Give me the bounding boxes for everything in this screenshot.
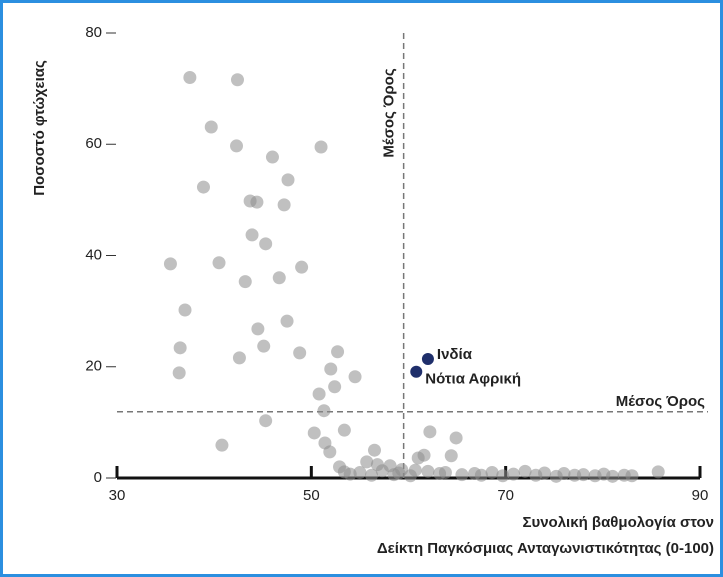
point [360,455,374,469]
point [314,140,328,154]
point-label: Νότια Αφρική [425,371,521,388]
mean-label: Μέσος Όρος [381,68,398,157]
point [353,465,367,479]
point [518,464,532,478]
point [277,198,291,212]
point [230,139,244,153]
point [506,467,520,481]
point [444,449,458,463]
point [625,469,639,483]
point [365,468,379,482]
point [324,362,338,376]
point [403,469,417,483]
point [455,468,469,482]
point-label: Ινδία [437,346,473,363]
point [293,346,307,360]
point [392,466,406,480]
point [259,237,273,251]
x-axis-title: Συνολική βαθμολογία στον [522,514,714,531]
point [212,256,226,270]
point [538,466,552,480]
point [307,426,321,440]
point [238,275,252,289]
point [257,339,271,353]
point [272,271,286,285]
point [423,425,437,439]
point [196,180,210,194]
point [251,322,265,336]
point [557,467,571,481]
point [576,468,590,482]
point [348,370,362,384]
point [163,257,177,271]
point [183,71,197,84]
point [331,345,345,359]
x-tick-label: 70 [497,487,514,504]
mean-label: Μέσος Όρος [616,393,705,410]
point [438,465,452,479]
point [606,469,620,483]
point [421,464,435,478]
y-tick-label: 0 [94,469,102,486]
x-tick-label: 90 [692,487,709,504]
x-tick-label: 50 [303,487,320,504]
point [265,150,279,164]
point [651,465,665,479]
point [204,120,218,134]
y-tick-label: 60 [85,135,102,152]
point [323,445,337,459]
point [343,467,357,481]
point [317,404,331,418]
point [370,458,384,472]
point [328,380,342,394]
point [178,303,192,317]
point [215,438,229,452]
y-tick-label: 20 [85,358,102,375]
point [474,468,488,482]
point [259,414,273,428]
x-tick-label: 30 [109,487,126,504]
point [245,228,259,242]
point [281,173,295,187]
y-tick-label: 40 [85,246,102,263]
point [410,365,423,378]
point [367,443,381,457]
point [172,366,186,380]
point [173,341,187,355]
point [280,314,294,328]
point [250,195,264,209]
point [449,431,463,445]
point [230,73,244,87]
point [337,423,351,437]
point [312,387,326,401]
y-tick-label: 80 [85,24,102,41]
point [232,351,246,365]
y-axis-title: Ποσοστό φτώχειας [31,60,48,196]
x-axis-title: Δείκτη Παγκόσμιας Ανταγωνιστικότητας (0-… [377,540,714,557]
point [417,448,431,462]
point [485,465,499,479]
point [295,260,309,274]
point [421,352,434,365]
point [496,469,510,483]
